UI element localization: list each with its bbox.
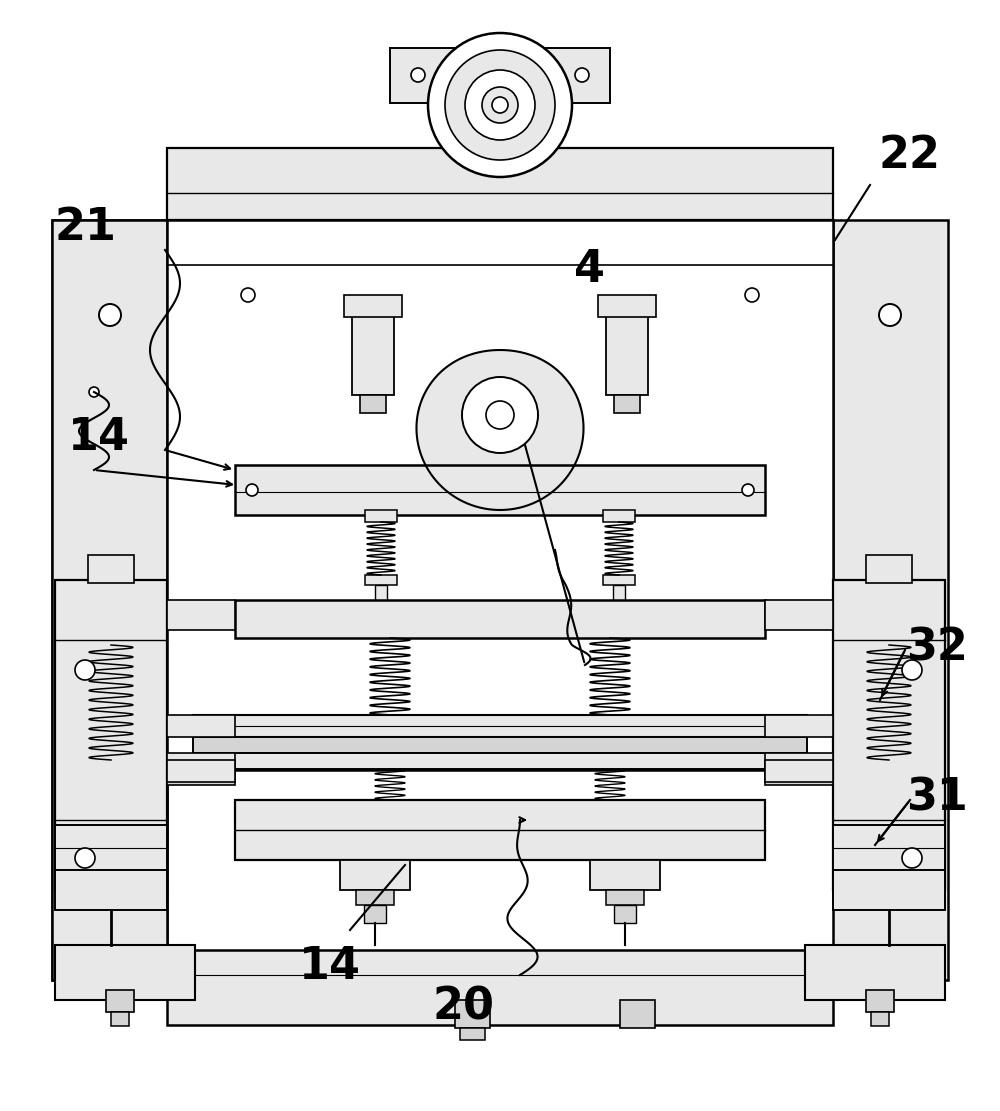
Bar [55, 870, 167, 910]
Bar [365, 575, 397, 585]
Bar [365, 510, 397, 522]
Bar [340, 860, 410, 890]
Bar [603, 575, 635, 585]
Bar [167, 715, 235, 737]
Bar [805, 945, 945, 1000]
Bar [598, 296, 656, 317]
Bar [620, 1000, 655, 1028]
Bar [167, 950, 833, 1025]
Bar [606, 890, 644, 905]
Bar [167, 220, 833, 770]
Bar [167, 600, 235, 630]
Circle shape [462, 377, 538, 453]
Bar [167, 760, 235, 782]
Bar [833, 825, 945, 885]
Bar [193, 753, 807, 769]
Circle shape [879, 304, 901, 326]
Bar [111, 1012, 129, 1025]
Bar [590, 860, 660, 890]
Bar [167, 769, 235, 785]
Bar [356, 890, 394, 905]
Text: 32: 32 [906, 627, 968, 670]
Circle shape [246, 484, 258, 496]
Bar [765, 753, 833, 769]
Bar [614, 905, 636, 923]
Bar [614, 396, 640, 413]
Bar [167, 148, 833, 220]
Bar [193, 737, 807, 753]
Text: 21: 21 [54, 207, 116, 250]
Circle shape [486, 401, 514, 429]
Bar [88, 556, 134, 583]
Bar [375, 585, 387, 603]
Bar [765, 600, 833, 630]
Bar [866, 556, 912, 583]
Bar [55, 945, 195, 1000]
Bar [364, 905, 386, 923]
Circle shape [902, 660, 922, 680]
Bar [765, 769, 833, 785]
Bar [193, 715, 807, 737]
Circle shape [445, 50, 555, 160]
Bar [235, 800, 765, 860]
Bar [344, 296, 402, 317]
Circle shape [742, 484, 754, 496]
Bar [455, 1000, 490, 1028]
Circle shape [492, 97, 508, 113]
Bar [106, 990, 134, 1012]
Text: 14: 14 [299, 945, 361, 988]
Bar [765, 760, 833, 782]
Text: 31: 31 [906, 777, 968, 820]
Text: 22: 22 [878, 133, 940, 177]
Circle shape [99, 819, 121, 841]
Bar [833, 870, 945, 910]
Circle shape [745, 288, 759, 302]
Bar [167, 753, 235, 769]
Circle shape [902, 848, 922, 868]
Circle shape [411, 68, 425, 82]
Bar [460, 1028, 485, 1040]
Bar [871, 1012, 889, 1025]
Text: 14: 14 [68, 417, 130, 460]
Circle shape [575, 68, 589, 82]
Bar [833, 580, 945, 890]
Bar [606, 316, 648, 396]
Polygon shape [416, 350, 584, 510]
Bar [360, 396, 386, 413]
Bar [352, 316, 394, 396]
Polygon shape [52, 220, 167, 980]
Bar [765, 715, 833, 737]
Circle shape [75, 848, 95, 868]
Bar [52, 220, 167, 980]
Text: 20: 20 [432, 985, 494, 1028]
Circle shape [482, 87, 518, 123]
Bar [55, 580, 167, 890]
Circle shape [428, 33, 572, 177]
Circle shape [75, 660, 95, 680]
Bar [603, 510, 635, 522]
Text: 4: 4 [574, 249, 606, 291]
Bar [235, 600, 765, 638]
Bar [866, 990, 894, 1012]
Circle shape [465, 70, 535, 140]
Bar [613, 585, 625, 603]
Circle shape [89, 387, 99, 397]
Polygon shape [833, 220, 948, 980]
Bar [55, 825, 167, 885]
Circle shape [241, 288, 255, 302]
Circle shape [99, 304, 121, 326]
Circle shape [879, 819, 901, 841]
Bar [390, 48, 610, 103]
Bar [235, 466, 765, 516]
